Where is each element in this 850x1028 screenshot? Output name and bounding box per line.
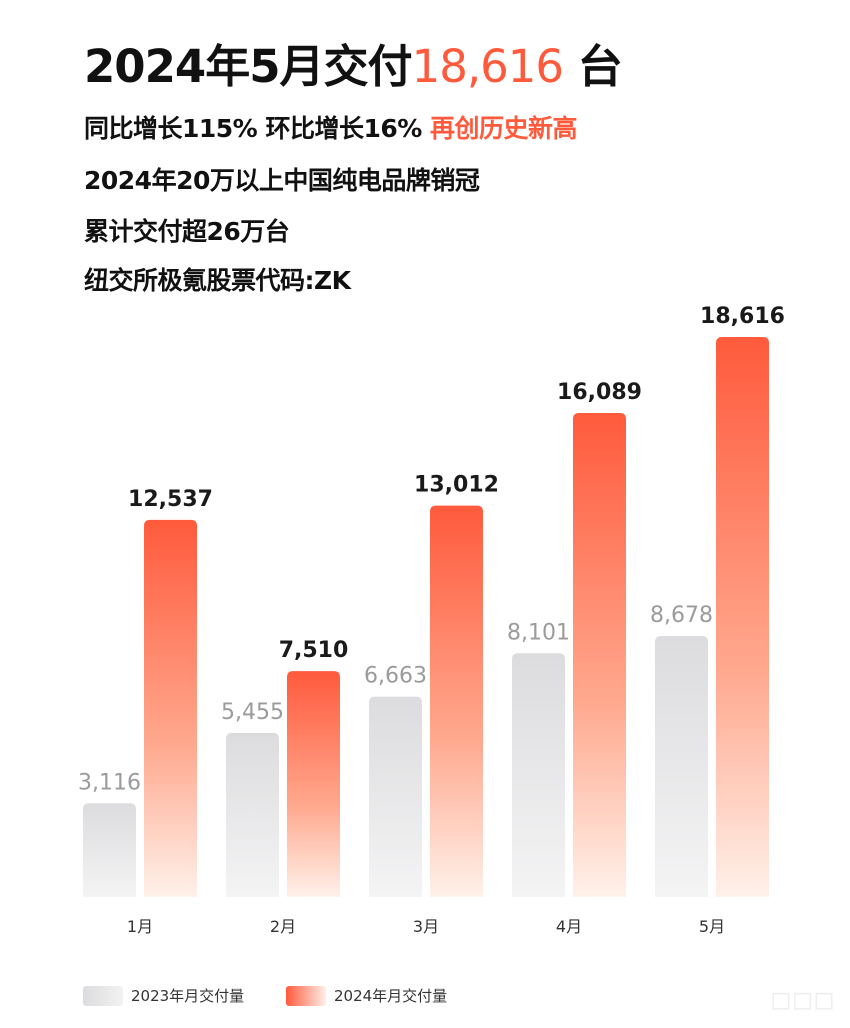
- cumulative-line: 累计交付超26万台: [84, 217, 290, 246]
- data-label-2024: 16,089: [557, 380, 642, 405]
- x-tick-label: 3月: [413, 917, 439, 936]
- data-label-2024: 7,510: [279, 638, 349, 663]
- x-tick-label: 2月: [270, 917, 296, 936]
- title-prefix: 2024年5月交付: [84, 40, 413, 93]
- bar-2024: [430, 505, 483, 897]
- legend-swatch-orange: [286, 985, 326, 1006]
- bar-2024: [573, 413, 626, 897]
- data-label-2023: 8,101: [507, 620, 570, 645]
- data-label-2023: 8,678: [650, 603, 713, 628]
- title-suffix: 台: [563, 40, 623, 93]
- sales-champion-line: 2024年20万以上中国纯电品牌销冠: [84, 166, 480, 195]
- data-label-2024: 12,537: [128, 487, 213, 512]
- x-tick-label: 5月: [699, 917, 725, 936]
- data-label-2024: 18,616: [700, 304, 785, 329]
- growth-text: 同比增长115% 环比增长16%: [84, 114, 430, 143]
- bar-2023: [226, 732, 279, 897]
- legend-2024: 2024年月交付量: [286, 985, 447, 1006]
- record-text: 再创历史新高: [429, 114, 578, 143]
- legend-label: 2023年月交付量: [131, 987, 245, 1005]
- x-tick-label: 4月: [556, 917, 582, 936]
- x-tick-label: 1月: [127, 917, 153, 936]
- title-value: 18,616: [411, 40, 564, 93]
- bar-2024: [716, 337, 769, 897]
- data-label-2024: 13,012: [414, 473, 499, 498]
- bar-2023: [369, 696, 422, 897]
- data-label-2023: 3,116: [78, 770, 141, 795]
- bar-2024: [287, 671, 340, 897]
- bar-2023: [512, 653, 565, 897]
- legend-2023: 2023年月交付量: [83, 985, 244, 1006]
- ticker-line: 纽交所极氪股票代码:ZK: [84, 266, 351, 295]
- watermark-logo: ◻◻◻: [770, 985, 835, 1015]
- bar-2024: [144, 519, 197, 897]
- bar-2023: [655, 635, 708, 897]
- bar-2023: [83, 803, 136, 897]
- growth-line: 同比增长115% 环比增长16% 再创历史新高: [84, 109, 578, 145]
- page-title: 2024年5月交付18,616 台: [84, 30, 623, 95]
- data-label-2023: 6,663: [364, 664, 427, 689]
- data-label-2023: 5,455: [221, 700, 284, 725]
- legend-swatch-gray: [83, 985, 123, 1006]
- legend-label: 2024年月交付量: [334, 987, 448, 1005]
